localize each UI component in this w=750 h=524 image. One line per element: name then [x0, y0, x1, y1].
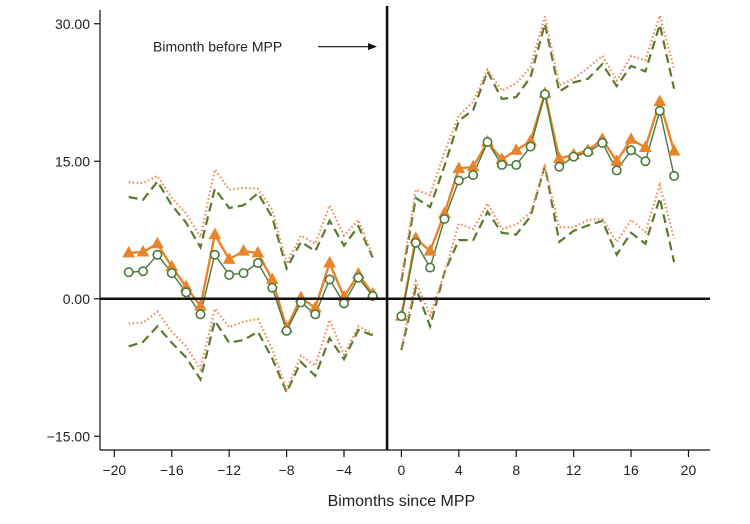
- x-tick-label: −20: [102, 462, 126, 478]
- x-tick-label: 0: [398, 462, 406, 478]
- x-tick-label: −4: [336, 462, 352, 478]
- triangle-point: [639, 140, 652, 152]
- circle-point: [654, 105, 665, 116]
- circle-point: [525, 141, 536, 152]
- circle-point: [238, 268, 249, 279]
- circle-point: [252, 257, 263, 268]
- triangle-point: [136, 244, 150, 257]
- annotation-label: Bimonth before MPP: [153, 39, 282, 55]
- y-tick-label: 0.00: [63, 291, 90, 307]
- circle-point: [324, 274, 335, 285]
- annotation-arrow-head: [368, 43, 378, 51]
- x-tick-label: −12: [217, 462, 241, 478]
- triangle-point: [653, 94, 667, 107]
- circle-point: [338, 298, 349, 309]
- x-tick-label: 4: [455, 462, 463, 478]
- confidence-bands: [128, 11, 676, 395]
- triangle-point: [509, 143, 523, 155]
- y-tick-label: 15.00: [55, 153, 90, 169]
- triangle-point: [251, 245, 265, 258]
- axis-ticks: 30.00 15.00 0.00 −15.00 −20 −16 −12 −8 −4 0 4 8 12 16…: [47, 16, 697, 478]
- triangle-point: [624, 132, 638, 144]
- circle-point: [410, 237, 421, 248]
- circle-point: [669, 170, 680, 181]
- x-tick-label: 16: [623, 462, 639, 478]
- x-tick-label: 8: [512, 462, 520, 478]
- circle-point: [482, 137, 493, 148]
- circle-point: [611, 165, 622, 176]
- triangle-point: [610, 154, 624, 166]
- circle-point: [166, 268, 177, 279]
- triangle-point: [667, 144, 681, 156]
- circle-point: [138, 266, 149, 277]
- circle-point: [396, 311, 407, 322]
- y-tick-label: 30.00: [55, 16, 90, 32]
- dashed-band-line: [128, 179, 374, 272]
- y-tick-label: −15.00: [47, 428, 90, 444]
- x-tick-label: 20: [681, 462, 697, 478]
- dotted-band-line: [128, 306, 374, 393]
- circle-point: [152, 249, 163, 260]
- x-tick-label: −8: [279, 462, 295, 478]
- circle-point: [568, 151, 579, 162]
- triangle-point: [237, 244, 250, 256]
- triangle-point: [265, 272, 279, 284]
- circle-point: [181, 287, 192, 298]
- circle-point: [224, 269, 235, 280]
- circle-point: [123, 267, 134, 278]
- circle-point: [281, 325, 292, 336]
- triangle-point: [323, 255, 336, 268]
- circle-point: [626, 145, 637, 156]
- plot-frame: [99, 10, 710, 451]
- circle-point: [554, 161, 565, 172]
- circle-point: [439, 214, 450, 225]
- x-axis-title: Bimonths since MPP: [328, 493, 476, 510]
- x-tick-label: 12: [566, 462, 582, 478]
- circle-point: [511, 159, 522, 170]
- circle-point: [353, 272, 364, 283]
- circle-point: [582, 147, 593, 158]
- x-tick-label: −16: [160, 462, 184, 478]
- circle-point: [267, 282, 278, 293]
- circle-point: [209, 249, 220, 260]
- series-markers: [122, 86, 681, 336]
- orange-series-line: [128, 231, 374, 332]
- circle-point: [310, 309, 321, 320]
- circle-point: [640, 156, 651, 167]
- circle-point: [539, 89, 550, 100]
- reference-lines: [100, 6, 710, 450]
- triangle-point: [122, 245, 136, 258]
- circle-point: [425, 262, 436, 273]
- triangle-point: [151, 236, 164, 249]
- circle-point: [468, 170, 479, 181]
- dashed-band-line: [128, 318, 374, 395]
- circle-point: [195, 309, 206, 320]
- circle-point: [453, 175, 464, 186]
- dotted-band-line: [128, 166, 374, 267]
- circle-point: [496, 159, 507, 170]
- triangle-point: [452, 161, 466, 174]
- dashed-band-line: [400, 165, 676, 351]
- triangle-point: [423, 244, 437, 256]
- dotted-band-line: [400, 11, 676, 279]
- circle-point: [597, 137, 608, 148]
- annotation: Bimonth before MPP: [153, 39, 378, 55]
- series-lines: [128, 88, 676, 333]
- triangle-point: [222, 252, 236, 264]
- triangle-point: [208, 227, 222, 240]
